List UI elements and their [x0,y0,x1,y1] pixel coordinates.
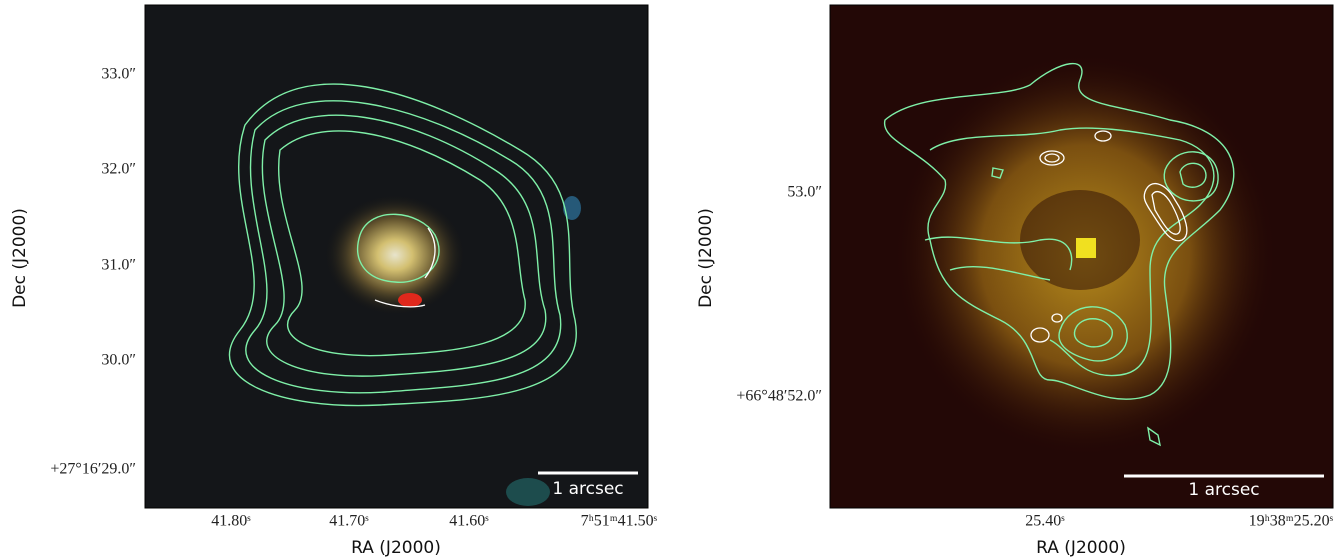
left-frame [144,4,649,509]
x-tick-label: 25.40ˢ [1025,513,1065,530]
y-tick-label: 32.0″ [101,161,136,178]
y-axis-label: Dec (J2000) [696,208,716,308]
right-frame [829,4,1334,509]
y-tick-label: 33.0″ [101,66,136,83]
x-axis-label: RA (J2000) [351,538,441,558]
y-tick-label: 31.0″ [101,257,136,274]
x-tick-label: 41.70ˢ [329,513,369,530]
scale-bar-label: 1 arcsec [1188,480,1259,500]
left-image: 1 arcsec [145,5,648,508]
x-axis-label: RA (J2000) [1036,538,1126,558]
y-tick-label: 30.0″ [101,352,136,369]
right-image: 1 arcsec [830,5,1333,508]
y-axis-label: Dec (J2000) [10,208,30,308]
y-tick-label: +66°48′52.0″ [736,388,822,405]
y-tick-label: +27°16′29.0″ [50,461,136,478]
x-tick-label: 19ʰ38ᵐ25.20ˢ [1249,513,1334,530]
scale-bar-label: 1 arcsec [552,479,623,499]
x-tick-label: 41.60ˢ [449,513,489,530]
y-tick-label: 53.0″ [787,184,822,201]
x-tick-label: 41.80ˢ [211,513,251,530]
x-tick-label: 7ʰ51ᵐ41.50ˢ [581,513,658,530]
